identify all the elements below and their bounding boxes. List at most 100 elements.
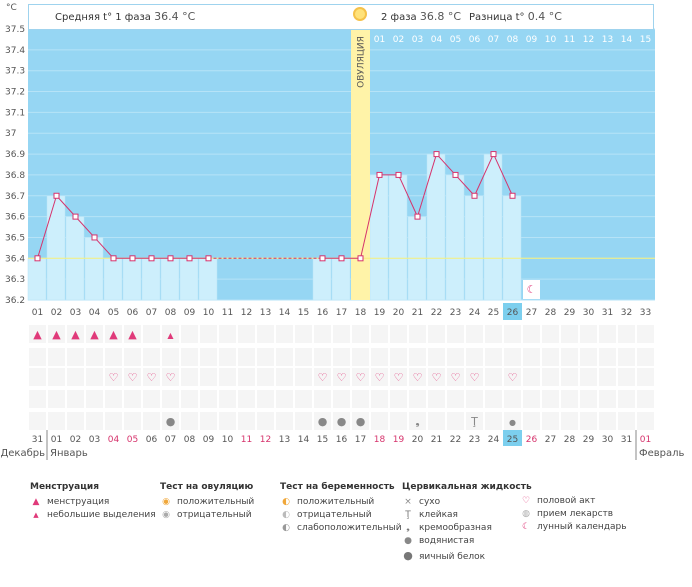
watery-icon: ●	[404, 536, 412, 546]
symbol-cell	[105, 412, 122, 430]
symbol-cell	[485, 390, 502, 408]
symbol-cell	[561, 412, 578, 430]
symbol-cell	[637, 412, 654, 430]
legend-dry: сухо	[419, 497, 441, 507]
symbol-cell	[466, 368, 483, 386]
symbol-cell	[390, 325, 407, 343]
month-december: Декабрь	[0, 448, 45, 459]
temp-bar	[388, 174, 408, 301]
symbol-cell	[276, 412, 293, 430]
symbol-cell	[428, 368, 445, 386]
symbol-cell	[447, 412, 464, 430]
calendar-date: 01	[640, 435, 651, 445]
calendar-date: 20	[412, 435, 424, 445]
month-january: Январь	[50, 448, 88, 459]
post-ovulation-day: 05	[450, 35, 461, 45]
menstruation-mark: ▲	[52, 328, 61, 341]
y-tick-label: 37.4	[5, 46, 25, 56]
intercourse-mark: ♡	[470, 371, 480, 384]
symbol-cell	[371, 368, 388, 386]
legend-watery: водянистая	[419, 536, 475, 546]
legend-menses: Менструация ▲ менструация ▲ небольшие выде…	[30, 482, 156, 520]
legend-pregnancy-negative: отрицательный	[297, 510, 372, 520]
cycle-day-label: 03	[70, 308, 81, 318]
cycle-day-label: 30	[583, 308, 595, 318]
symbol-cell	[124, 390, 141, 408]
cycle-day-label: 31	[602, 308, 613, 318]
menstruation-mark: ▲	[71, 328, 80, 341]
diff-summary: Разница t° 0.4 °C	[469, 10, 562, 23]
symbol-cell	[181, 368, 198, 386]
legend-ovulation-test: Тест на овуляцию ◉ положительный ◉ отрицат…	[160, 482, 254, 520]
cycle-day-label: 05	[108, 308, 119, 318]
cycle-day-label: 25	[488, 308, 499, 318]
legend-pregnancy-weak: слабоположительный	[297, 523, 402, 533]
calendar-date: 15	[317, 435, 328, 445]
y-tick-label: 37.5	[5, 25, 25, 35]
y-tick-label: 36.2	[5, 296, 25, 306]
temp-line-segment	[436, 153, 456, 176]
dry-icon: ×	[404, 497, 412, 507]
symbol-cell	[143, 348, 160, 366]
symbol-cell	[276, 348, 293, 366]
intercourse-mark: ♡	[109, 371, 119, 384]
menstruation-mark: ▲	[109, 328, 118, 341]
symbol-cell	[333, 390, 350, 408]
cycle-day-label: 01	[32, 308, 43, 318]
pill-icon: ◍	[522, 509, 530, 519]
symbol-cell	[124, 368, 141, 386]
temp-point	[376, 171, 383, 178]
cycle-day-label: 11	[222, 308, 233, 318]
symbol-cell	[105, 325, 122, 343]
symbol-cell	[618, 368, 635, 386]
symbol-cell	[29, 412, 46, 430]
symbol-cell	[295, 348, 312, 366]
y-tick-label: 37.2	[5, 88, 25, 98]
symbol-cell	[295, 412, 312, 430]
symbol-cell	[200, 390, 217, 408]
calendar-date: 24	[488, 435, 500, 445]
intercourse-mark: ♡	[413, 371, 423, 384]
temp-point	[72, 213, 79, 220]
symbol-cell	[48, 325, 65, 343]
y-tick-label: 36.8	[5, 171, 25, 181]
symbol-cell	[466, 412, 483, 430]
calendar-date: 06	[146, 435, 158, 445]
ovulation-column	[351, 5, 370, 300]
symbol-cell	[371, 348, 388, 366]
temp-point	[338, 255, 345, 262]
symbol-cell	[86, 368, 103, 386]
temp-bar	[445, 174, 465, 301]
calendar-date: 03	[89, 435, 100, 445]
symbol-cell	[314, 325, 331, 343]
temp-point	[34, 255, 41, 262]
symbol-cell	[523, 412, 540, 430]
symbol-cell	[276, 390, 293, 408]
symbol-cell	[466, 390, 483, 408]
symbol-cell	[561, 368, 578, 386]
legend-lunar: лунный календарь	[537, 522, 627, 532]
symbol-cell	[352, 390, 369, 408]
temp-point	[414, 213, 421, 220]
symbol-cell	[295, 390, 312, 408]
temp-bar	[84, 237, 104, 301]
pregnancy-positive-icon: ◐	[282, 497, 290, 507]
temp-line-segment	[455, 174, 475, 197]
moon-cell	[523, 280, 540, 299]
y-tick-label: 37	[5, 129, 16, 139]
legend-ovulation-negative: отрицательный	[177, 510, 252, 520]
symbol-cell	[561, 325, 578, 343]
post-ovulation-day: 03	[412, 35, 423, 45]
symbol-cell	[352, 412, 369, 430]
temp-line-segment	[417, 153, 437, 217]
symbol-cell	[48, 348, 65, 366]
symbol-cell	[504, 348, 521, 366]
symbol-cell	[238, 325, 255, 343]
symbol-cell	[219, 390, 236, 408]
symbol-cell	[67, 325, 84, 343]
symbol-cell	[124, 325, 141, 343]
calendar-date: 27	[545, 435, 556, 445]
temp-point	[110, 255, 117, 262]
calendar-date: 31	[32, 435, 43, 445]
y-tick-label: 36.6	[5, 213, 25, 223]
